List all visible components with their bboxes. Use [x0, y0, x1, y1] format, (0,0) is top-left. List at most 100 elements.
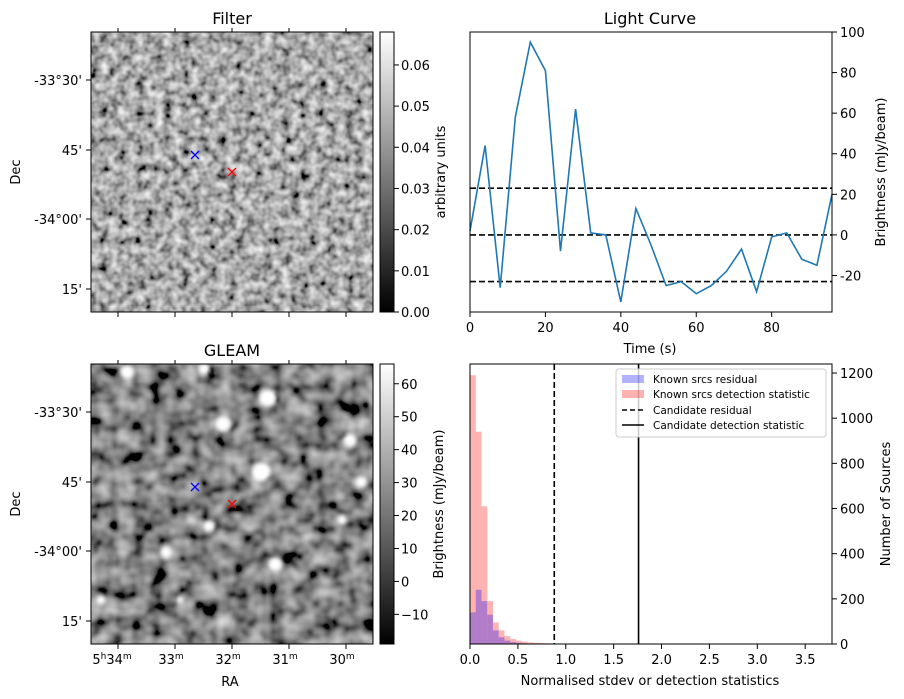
marker-x	[190, 482, 200, 492]
histogram-bar	[481, 506, 488, 644]
y-tick-label: 60	[840, 107, 857, 122]
x-tick-label: 3.0	[747, 653, 768, 668]
gleam-markers	[190, 482, 237, 509]
ra-tick-label: 31m	[272, 652, 297, 668]
colorbar-tick-label: 0.01	[401, 265, 430, 280]
x-tick-label: 1.0	[555, 653, 576, 668]
histogram-bar	[475, 431, 482, 644]
x-tick-label: 0.5	[508, 653, 529, 668]
colorbar-tick-label: 20	[401, 510, 418, 525]
colorbar-tick-label: 40	[401, 444, 418, 459]
filter-ylabel: Dec	[9, 159, 24, 184]
y-tick-label: 100	[840, 26, 865, 41]
gleam-panel: GLEAM -33°30' 45' -34°00' 15' 5h34m 33m 32m 31…	[9, 341, 428, 690]
radio-source	[251, 462, 271, 482]
ra-tick-label: 32m	[215, 652, 240, 668]
lightcurve-ylabel: Brightness (mJy/beam)	[874, 98, 889, 247]
histogram-bar	[475, 589, 482, 644]
y-tick-label: -20	[840, 269, 861, 284]
histogram-bar	[492, 622, 499, 644]
histogram-bar	[515, 642, 522, 644]
gleam-y-tick-labels: -33°30' 45' -34°00' 15'	[34, 406, 82, 630]
gleam-sources	[96, 364, 367, 605]
y-tick-label: 800	[840, 457, 865, 472]
legend-label-residual: Known srcs residual	[653, 374, 757, 386]
histogram-bar	[470, 612, 476, 644]
colorbar-tick-label: 50	[401, 411, 418, 426]
x-tick-label: 0	[466, 321, 474, 336]
y-tick-label: 400	[840, 548, 865, 563]
lightcurve-frame	[469, 31, 833, 313]
lightcurve-plot: 0 20 40 60 80 -20 0 20 40 60 80 100	[466, 26, 865, 336]
histogram-legend: Known srcs residual Known srcs detection…	[615, 368, 827, 438]
histogram-axes: 0.0 0.5 1.0 1.5 2.0 2.5 3.0 3.5 0 200 400 600 800 100…	[460, 367, 873, 668]
dec-tick-label: -33°30'	[34, 406, 82, 421]
marker-x	[227, 499, 237, 509]
colorbar-tick-label: 60	[401, 378, 418, 393]
radio-source	[215, 416, 231, 432]
histogram-panel: 0.0 0.5 1.0 1.5 2.0 2.5 3.0 3.5 0 200 400 600 800 100…	[432, 363, 894, 689]
marker-x	[190, 150, 200, 160]
lightcurve-title: Light Curve	[604, 9, 696, 28]
histogram-bar	[515, 640, 522, 644]
histogram-bar	[470, 375, 476, 644]
lightcurve-xlabel: Time (s)	[623, 342, 677, 357]
radio-source	[343, 433, 357, 447]
histogram-bar	[527, 642, 534, 644]
y-tick-label: 0	[840, 229, 848, 244]
colorbar-tick-label: 0.04	[401, 141, 430, 156]
radio-source	[203, 520, 215, 532]
histogram-bar	[481, 601, 488, 644]
histogram-xlabel: Normalised stdev or detection statistics	[521, 674, 780, 689]
lightcurve-panel: Light Curve 0 20 40 60 80 -20 0 20 40 60 80 100 Tim…	[466, 9, 889, 357]
x-tick-label: 0.0	[460, 653, 481, 668]
y-tick-label: 80	[840, 67, 857, 82]
colorbar-tick-label: 0.06	[401, 59, 430, 74]
histogram-bar	[492, 630, 499, 644]
histogram-bar	[504, 640, 511, 644]
colorbar-tick-label: 0.05	[401, 100, 430, 115]
y-tick-label: 40	[840, 148, 857, 163]
x-tick-label: 20	[537, 321, 554, 336]
filter-colorbar-ticks: 0.00 0.01 0.02 0.03 0.04 0.05 0.06	[394, 59, 430, 321]
dec-tick-label: -34°00'	[34, 213, 82, 228]
lightcurve-series	[469, 39, 833, 303]
filter-title: Filter	[212, 9, 252, 28]
histogram-bar	[521, 641, 528, 644]
dec-tick-label: -34°00'	[34, 545, 82, 560]
y-tick-label: 20	[840, 188, 857, 203]
histogram-ylabel: Number of Sources	[879, 442, 894, 567]
legend-box	[615, 368, 827, 438]
filter-panel: Filter -33°30' 45' -34°00' 15' Dec 0.00 0.01…	[9, 9, 449, 321]
colorbar-tick-label: −10	[401, 608, 428, 623]
radio-source	[96, 595, 106, 605]
colorbar-tick-label: 30	[401, 477, 418, 492]
gleam-colorbar	[379, 363, 395, 645]
histogram-bar	[498, 630, 505, 644]
x-tick-label: 60	[688, 321, 705, 336]
radio-source	[120, 365, 134, 379]
dec-tick-label: -33°30'	[34, 74, 82, 89]
colorbar-tick-label: 10	[401, 542, 418, 557]
y-tick-label: 0	[840, 638, 848, 653]
x-tick-label: 2.5	[699, 653, 720, 668]
dec-tick-label: 45'	[62, 476, 82, 491]
ra-tick-label: 30m	[329, 652, 354, 668]
gleam-colorbar-ticks: −10 0 10 20 30 40 50 60	[394, 378, 428, 623]
filter-y-tick-labels: -33°30' 45' -34°00' 15'	[34, 74, 82, 298]
radio-source	[355, 476, 367, 488]
dec-tick-label: 45'	[62, 144, 82, 159]
y-tick-label: 200	[840, 593, 865, 608]
legend-label-detection: Known srcs detection statistic	[653, 389, 810, 401]
legend-label-candidate-detection: Candidate detection statistic	[653, 420, 805, 432]
gleam-ticks	[86, 360, 347, 649]
dec-tick-label: 15'	[62, 283, 82, 298]
x-tick-label: 2.0	[651, 653, 672, 668]
radio-source	[259, 389, 277, 407]
x-tick-label: 80	[763, 321, 780, 336]
histogram-bars	[470, 364, 832, 644]
x-tick-label: 1.5	[603, 653, 624, 668]
x-tick-label: 40	[613, 321, 630, 336]
filter-ticks	[86, 28, 347, 317]
